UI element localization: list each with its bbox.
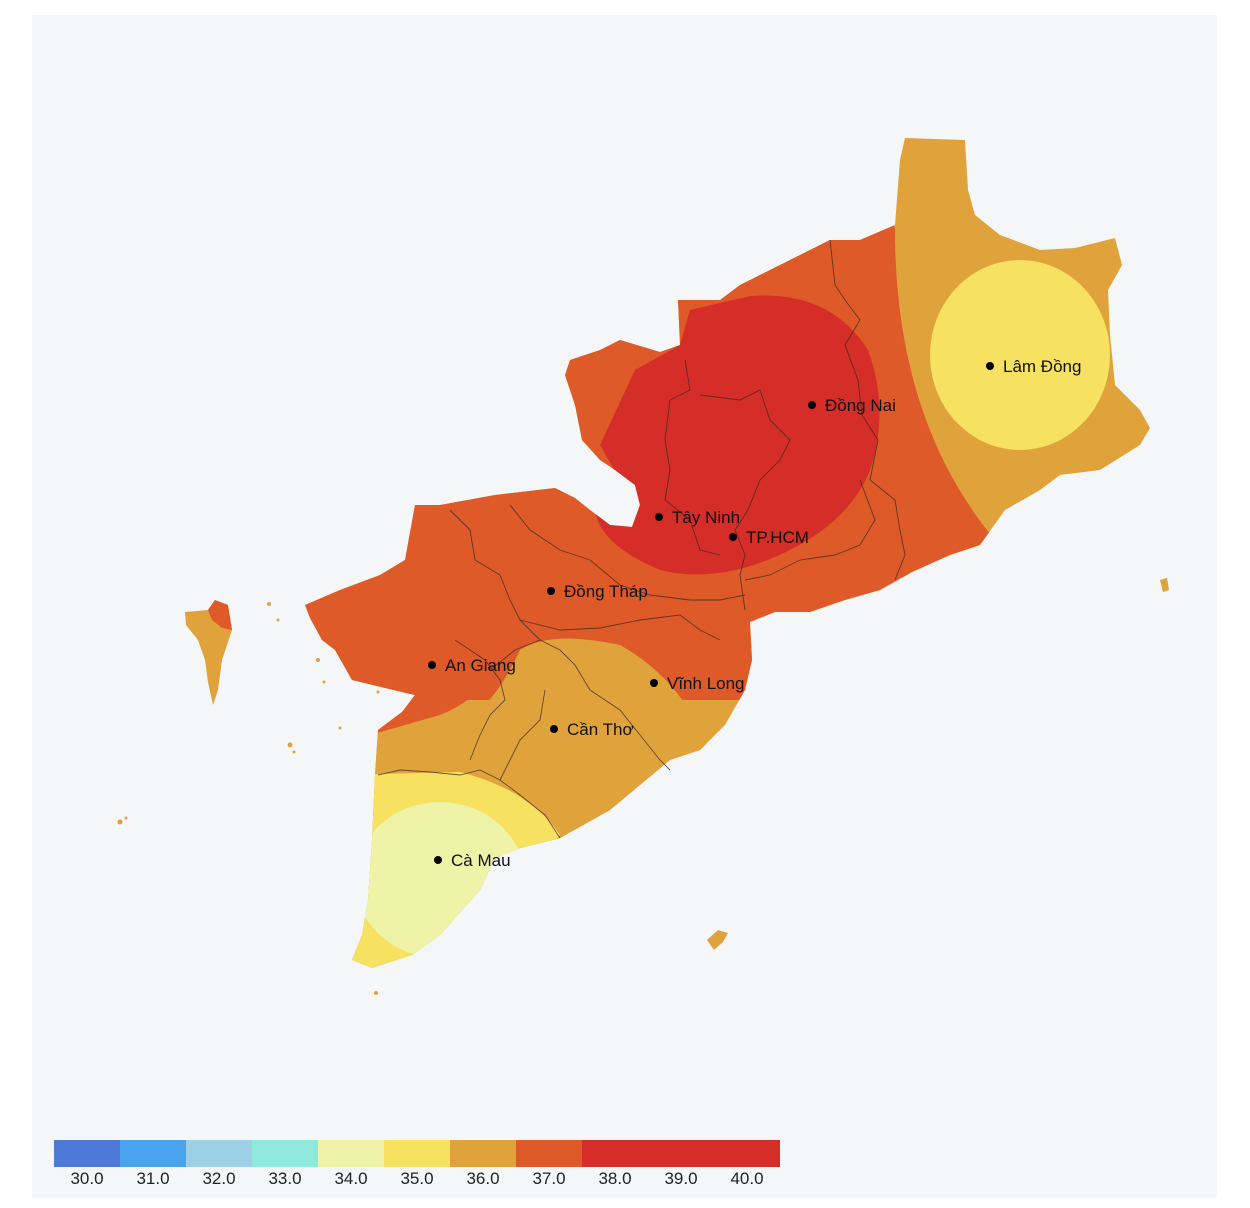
con-dao-island — [707, 930, 728, 950]
legend-swatch — [54, 1140, 120, 1167]
zone-38 — [595, 295, 880, 575]
city-tay-ninh[interactable]: Tây Ninh — [655, 508, 740, 527]
city-label: An Giang — [445, 656, 516, 675]
city-label: Cần Thơ — [567, 720, 634, 739]
legend-tick-label: 34.0 — [334, 1169, 368, 1188]
legend-ticks: 30.0 31.0 32.0 33.0 34.0 35.0 36.0 37.0 38.0 39.0… — [54, 1167, 780, 1197]
city-dong-nai[interactable]: Đồng Nai — [808, 396, 896, 415]
city-dot — [550, 725, 558, 733]
legend-tick-label: 40.0 — [730, 1169, 764, 1188]
phu-quoc-island-north — [208, 600, 232, 630]
city-dot — [547, 587, 555, 595]
legend-tick-label: 36.0 — [466, 1169, 500, 1188]
zone-35-highland — [930, 260, 1110, 450]
legend-swatch — [318, 1140, 384, 1167]
zone-34 — [355, 802, 525, 958]
legend-swatch — [252, 1140, 318, 1167]
city-label: Tây Ninh — [672, 508, 740, 527]
city-an-giang[interactable]: An Giang — [428, 656, 516, 675]
legend-tick-label: 39.0 — [664, 1169, 698, 1188]
city-dong-thap[interactable]: Đồng Tháp — [547, 582, 648, 601]
city-vinh-long[interactable]: Vĩnh Long — [650, 674, 745, 693]
legend-bar — [54, 1140, 780, 1167]
legend-swatch — [384, 1140, 450, 1167]
legend-swatch — [582, 1140, 648, 1167]
legend-tick-label: 32.0 — [202, 1169, 236, 1188]
city-dot — [428, 661, 436, 669]
legend-tick-label: 31.0 — [136, 1169, 170, 1188]
city-dot — [650, 679, 658, 687]
legend-swatch — [120, 1140, 186, 1167]
legend-swatch — [186, 1140, 252, 1167]
legend-tick-label: 33.0 — [268, 1169, 302, 1188]
city-label: Lâm Đồng — [1003, 357, 1081, 376]
color-legend: 30.0 31.0 32.0 33.0 34.0 35.0 36.0 37.0 38.0 39.0… — [54, 1140, 780, 1196]
city-dot — [655, 513, 663, 521]
city-dot — [986, 362, 994, 370]
islands — [117, 578, 1169, 995]
legend-tick-label: 30.0 — [70, 1169, 104, 1188]
province-boundaries — [377, 239, 906, 839]
legend-tick-label: 37.0 — [532, 1169, 566, 1188]
city-label: Cà Mau — [451, 851, 511, 870]
legend-swatch — [516, 1140, 582, 1167]
legend-tick-label: 38.0 — [598, 1169, 632, 1188]
city-label: Đồng Nai — [825, 396, 896, 415]
phu-quy-island — [1160, 578, 1169, 592]
city-ca-mau[interactable]: Cà Mau — [434, 851, 511, 870]
city-label: Đồng Tháp — [564, 582, 648, 601]
legend-swatch — [648, 1140, 714, 1167]
city-dot — [808, 401, 816, 409]
city-label: Vĩnh Long — [667, 674, 745, 693]
city-dot — [434, 856, 442, 864]
legend-swatch — [450, 1140, 516, 1167]
city-dot — [729, 533, 737, 541]
city-lam-dong[interactable]: Lâm Đồng — [986, 357, 1081, 376]
city-label: TP.HCM — [746, 528, 809, 547]
city-tphcm[interactable]: TP.HCM — [729, 528, 809, 547]
legend-swatch — [714, 1140, 780, 1167]
legend-tick-label: 35.0 — [400, 1169, 434, 1188]
city-can-tho[interactable]: Cần Thơ — [550, 720, 634, 739]
city-markers: Lâm Đồng Đồng Nai Tây Ninh TP.HCM Đồng T… — [428, 357, 1081, 870]
